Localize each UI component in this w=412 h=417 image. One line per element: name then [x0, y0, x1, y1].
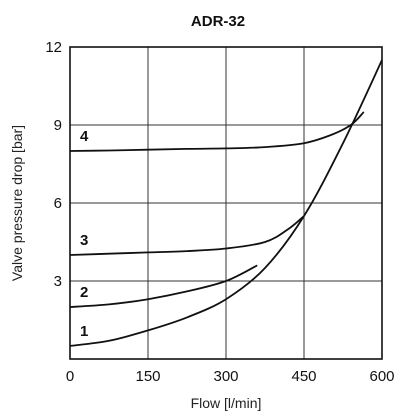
grid-lines — [69, 46, 383, 359]
x-tick-label: 300 — [213, 368, 238, 385]
series-label-1: 1 — [80, 323, 88, 340]
y-tick-label: 9 — [54, 117, 62, 134]
series-line-1 — [69, 59, 383, 347]
y-tick-label: 3 — [54, 273, 62, 290]
series-label-4: 4 — [80, 128, 89, 145]
x-tick-label: 0 — [66, 368, 74, 385]
series-labels: 1 2 3 4 — [80, 128, 89, 340]
y-axis-label: Valve pressure drop [bar] — [9, 125, 25, 281]
series-curves — [69, 59, 383, 347]
series-line-2 — [69, 264, 258, 308]
series-label-2: 2 — [80, 284, 88, 301]
x-tick-label: 600 — [369, 368, 394, 385]
series-label-3: 3 — [80, 232, 88, 249]
y-tick-label: 6 — [54, 195, 62, 212]
y-tick-labels: 3 6 9 12 — [45, 39, 62, 290]
x-tick-labels: 0 150 300 450 600 — [66, 368, 395, 385]
series-line-4 — [69, 111, 365, 152]
plot-frame — [69, 46, 383, 360]
x-axis-label: Flow [l/min] — [191, 395, 262, 411]
series-line-3 — [69, 215, 305, 256]
y-tick-label: 12 — [45, 39, 62, 56]
x-tick-label: 450 — [291, 368, 316, 385]
x-tick-label: 150 — [135, 368, 160, 385]
chart-title: ADR-32 — [191, 13, 245, 30]
